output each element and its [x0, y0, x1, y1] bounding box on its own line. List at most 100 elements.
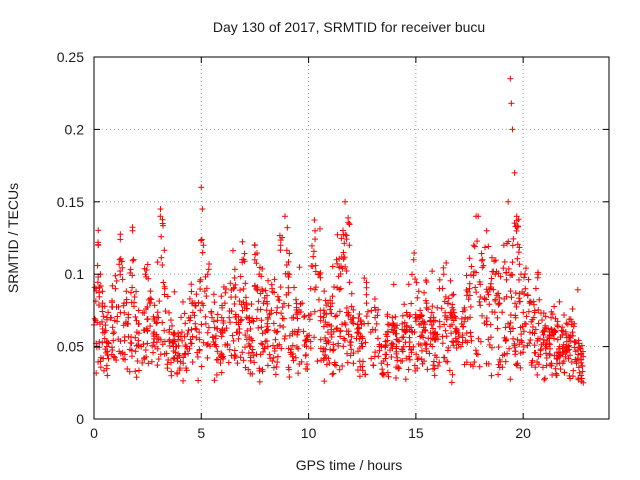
data-point — [363, 313, 370, 320]
data-point — [285, 345, 292, 352]
data-point — [362, 339, 369, 346]
data-point — [412, 367, 419, 374]
data-point — [400, 334, 407, 341]
data-point — [180, 360, 187, 367]
data-point — [439, 285, 446, 292]
data-point — [320, 345, 327, 352]
data-point — [512, 314, 519, 321]
data-point — [415, 288, 422, 295]
data-point — [124, 365, 131, 372]
data-point — [246, 319, 253, 326]
data-point — [562, 348, 569, 355]
data-point — [534, 274, 541, 281]
data-point — [385, 373, 392, 380]
data-point — [378, 360, 385, 367]
data-point — [265, 326, 272, 333]
data-point — [243, 305, 250, 312]
data-point — [443, 358, 450, 365]
data-point — [468, 337, 475, 344]
data-point — [276, 232, 283, 239]
data-point — [483, 360, 490, 367]
data-point — [200, 302, 207, 309]
data-point — [272, 371, 279, 378]
data-point — [525, 276, 532, 283]
data-point — [304, 333, 311, 340]
data-point — [414, 294, 421, 301]
data-point — [239, 349, 246, 356]
data-point — [95, 274, 102, 281]
data-point — [264, 323, 271, 330]
data-point — [424, 366, 431, 373]
data-point — [394, 363, 401, 370]
data-point — [345, 312, 352, 319]
data-point — [111, 329, 118, 336]
data-point — [209, 314, 216, 321]
data-point — [492, 296, 499, 303]
data-point — [101, 335, 108, 342]
data-point — [449, 301, 456, 308]
data-point — [231, 274, 238, 281]
data-point — [342, 198, 349, 205]
data-point — [503, 269, 510, 276]
data-point — [100, 367, 107, 374]
data-point — [445, 344, 452, 351]
data-point — [296, 264, 303, 271]
data-point — [428, 321, 435, 328]
data-point — [197, 286, 204, 293]
data-point — [486, 301, 493, 308]
data-point — [175, 329, 182, 336]
data-point — [382, 331, 389, 338]
data-point — [548, 360, 555, 367]
data-point — [442, 327, 449, 334]
data-point — [342, 321, 349, 328]
data-point — [433, 354, 440, 361]
data-point — [237, 317, 244, 324]
data-point — [205, 266, 212, 273]
data-point — [567, 375, 574, 382]
x-tick-label: 20 — [515, 425, 531, 441]
data-point — [466, 280, 473, 287]
data-point — [116, 261, 123, 268]
data-point — [539, 317, 546, 324]
data-point — [551, 303, 558, 310]
data-point — [576, 369, 583, 376]
data-point — [563, 338, 570, 345]
data-point — [278, 345, 285, 352]
data-point — [327, 303, 334, 310]
data-point — [161, 291, 168, 298]
data-point — [105, 309, 112, 316]
data-point — [561, 311, 568, 318]
data-point — [114, 313, 121, 320]
data-point — [423, 278, 430, 285]
data-point — [282, 333, 289, 340]
data-point — [307, 285, 314, 292]
data-point — [418, 311, 425, 318]
data-point — [298, 358, 305, 365]
data-point — [525, 308, 532, 315]
data-point — [540, 331, 547, 338]
data-point — [139, 359, 146, 366]
data-point — [577, 345, 584, 352]
data-point — [517, 350, 524, 357]
data-point — [384, 369, 391, 376]
data-point — [94, 279, 101, 286]
data-point — [170, 355, 177, 362]
data-point — [511, 342, 518, 349]
data-point — [172, 349, 179, 356]
data-point — [158, 233, 165, 240]
data-point — [121, 351, 128, 358]
data-point — [392, 374, 399, 381]
data-point — [166, 326, 173, 333]
data-point — [540, 340, 547, 347]
data-point — [335, 342, 342, 349]
data-point — [105, 355, 112, 362]
data-point — [575, 351, 582, 358]
data-point — [537, 346, 544, 353]
data-point — [192, 325, 199, 332]
data-point — [350, 320, 357, 327]
data-point — [513, 303, 520, 310]
data-point — [541, 375, 548, 382]
data-point — [439, 340, 446, 347]
data-point — [111, 354, 118, 361]
data-point — [546, 350, 553, 357]
